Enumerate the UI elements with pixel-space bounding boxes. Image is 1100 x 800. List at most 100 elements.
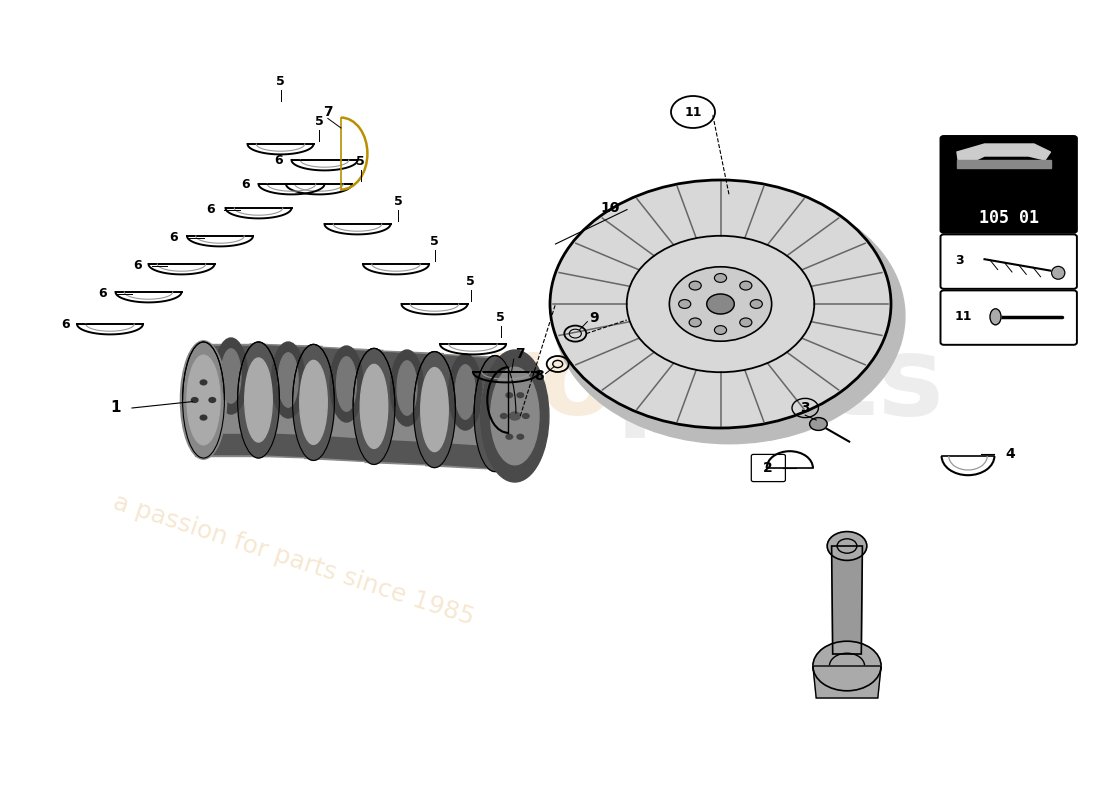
Ellipse shape [482,371,508,456]
Ellipse shape [827,532,867,560]
Text: 6: 6 [241,178,250,190]
Polygon shape [434,355,495,380]
Ellipse shape [1052,266,1065,279]
Ellipse shape [337,357,356,411]
Ellipse shape [679,300,691,308]
Text: a passion for parts since 1985: a passion for parts since 1985 [110,490,477,630]
Polygon shape [314,436,374,461]
Ellipse shape [397,361,417,415]
Ellipse shape [191,398,198,402]
Ellipse shape [689,281,701,290]
Text: 1: 1 [110,401,121,415]
Polygon shape [374,352,434,376]
Polygon shape [434,443,495,468]
Ellipse shape [522,414,529,418]
Ellipse shape [200,380,207,385]
Ellipse shape [481,350,549,482]
Ellipse shape [810,418,827,430]
Polygon shape [258,434,314,457]
Ellipse shape [420,368,449,451]
Ellipse shape [517,434,524,439]
Ellipse shape [272,342,305,418]
Ellipse shape [353,349,395,464]
Ellipse shape [187,355,220,445]
Text: 10: 10 [601,201,620,215]
Ellipse shape [455,365,475,419]
Ellipse shape [990,309,1001,325]
Ellipse shape [189,358,218,442]
Ellipse shape [715,326,727,334]
FancyBboxPatch shape [940,136,1077,233]
Ellipse shape [449,354,482,430]
Polygon shape [365,350,443,466]
Ellipse shape [238,342,279,458]
Text: 6: 6 [274,154,283,166]
Text: 5: 5 [276,75,285,88]
Polygon shape [426,354,504,470]
Ellipse shape [491,367,539,465]
Text: 5: 5 [466,275,475,288]
Polygon shape [832,546,862,654]
Text: 3: 3 [955,254,964,267]
Text: 5: 5 [356,155,365,168]
Ellipse shape [740,318,752,327]
Text: 8: 8 [535,369,543,383]
Ellipse shape [214,338,248,414]
Text: euro: euro [330,330,616,438]
Text: parts: parts [616,330,945,438]
Ellipse shape [209,398,216,402]
Text: 5: 5 [430,235,439,248]
Ellipse shape [740,281,752,290]
Polygon shape [204,346,258,366]
Text: 6: 6 [133,259,142,272]
Ellipse shape [221,349,241,403]
Text: 3: 3 [801,401,810,415]
Ellipse shape [278,353,298,407]
Ellipse shape [689,318,701,327]
Polygon shape [314,348,374,373]
Ellipse shape [550,180,891,428]
Text: 11: 11 [955,310,972,323]
Ellipse shape [244,358,273,442]
Ellipse shape [750,300,762,308]
Polygon shape [250,344,322,458]
Ellipse shape [553,188,905,444]
Text: 7: 7 [323,105,332,119]
Polygon shape [374,440,434,464]
Ellipse shape [414,352,455,467]
Polygon shape [957,144,1050,168]
Text: 6: 6 [98,287,107,300]
Polygon shape [813,666,881,698]
Polygon shape [204,434,258,454]
Text: 9: 9 [590,311,598,326]
Ellipse shape [474,355,516,472]
Text: 5: 5 [394,195,403,208]
Ellipse shape [669,266,772,341]
Ellipse shape [330,346,363,422]
Ellipse shape [299,360,328,445]
Ellipse shape [715,274,727,282]
Text: 4: 4 [1005,447,1014,462]
Ellipse shape [293,344,334,460]
Ellipse shape [517,393,524,398]
Text: 7: 7 [516,346,525,361]
Ellipse shape [180,341,227,459]
Text: 6: 6 [206,203,214,216]
Polygon shape [305,346,383,462]
Ellipse shape [813,642,881,690]
Text: 2: 2 [763,461,772,475]
Ellipse shape [183,342,224,458]
Ellipse shape [506,393,513,398]
Ellipse shape [706,294,735,314]
Text: 6: 6 [62,318,70,330]
Polygon shape [195,344,267,456]
Text: 5: 5 [315,115,323,128]
Polygon shape [957,160,1050,168]
Ellipse shape [200,415,207,420]
Text: 11: 11 [684,106,702,118]
Ellipse shape [361,364,387,448]
Ellipse shape [390,350,424,426]
Ellipse shape [506,434,513,439]
Ellipse shape [500,414,507,418]
Polygon shape [258,346,314,369]
